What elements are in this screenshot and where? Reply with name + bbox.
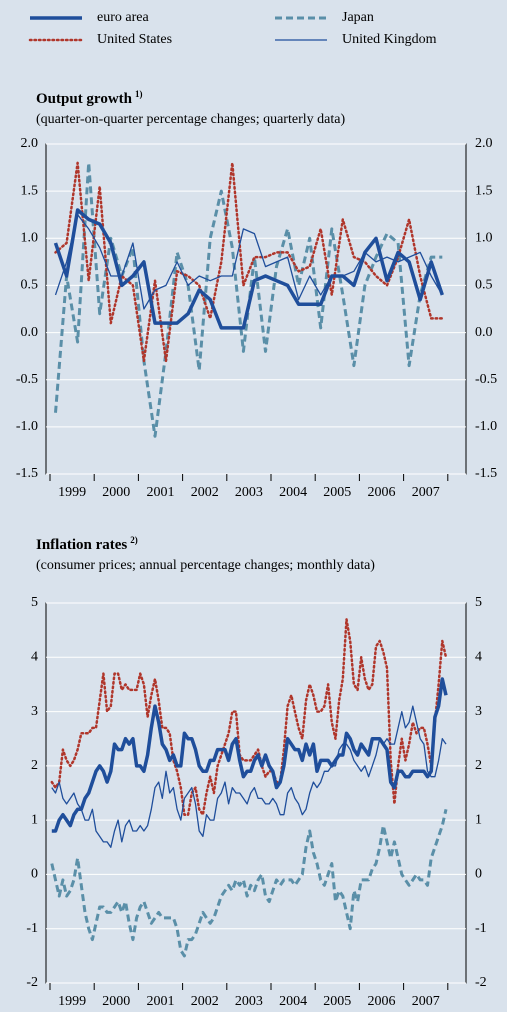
- y-tick-label: 2.0: [21, 136, 39, 151]
- x-tick-label: 2004: [279, 994, 307, 1009]
- x-tick-label: 2003: [235, 485, 263, 500]
- x-tick-label: 2007: [412, 485, 440, 500]
- x-tick-label: 2002: [191, 994, 219, 1009]
- x-tick-label: 2001: [147, 485, 175, 500]
- y2-tick-label: -1: [475, 921, 487, 936]
- y-tick-label: 2: [31, 758, 38, 773]
- legend-label: Japan: [342, 10, 374, 25]
- y2-tick-label: 4: [475, 650, 482, 665]
- x-tick-label: 2004: [279, 485, 307, 500]
- x-tick-label: 2003: [235, 994, 263, 1009]
- y2-tick-label: 2: [475, 758, 482, 773]
- series-line: [54, 161, 444, 363]
- chart-title: Output growth 1): [36, 89, 143, 107]
- series-line: [51, 677, 448, 833]
- y2-tick-label: 3: [475, 704, 482, 719]
- chart-title: Inflation rates 2): [36, 535, 138, 553]
- y-tick-label: 0.5: [21, 278, 39, 293]
- y2-tick-label: -1.5: [475, 466, 497, 481]
- chart-subtitle: (quarter-on-quarter percentage changes; …: [36, 112, 345, 127]
- chart-title-text: Output growth: [36, 91, 133, 107]
- x-tick-label: 2000: [102, 994, 130, 1009]
- y-tick-label: 5: [31, 595, 38, 610]
- x-tick-label: 2005: [323, 994, 351, 1009]
- legend-label: United States: [97, 32, 172, 47]
- title-note: 1): [135, 89, 143, 99]
- y-tick-label: 1: [31, 812, 38, 827]
- x-tick-label: 2006: [368, 485, 396, 500]
- y2-tick-label: 1: [475, 812, 482, 827]
- x-tick-label: 2007: [412, 994, 440, 1009]
- y2-tick-label: 1.0: [475, 231, 493, 246]
- y-tick-label: -2: [26, 975, 38, 990]
- y-tick-label: 3: [31, 704, 38, 719]
- y-tick-label: -1.5: [16, 466, 38, 481]
- y-tick-label: -1.0: [16, 419, 38, 434]
- legend-label: United Kingdom: [342, 32, 437, 47]
- x-tick-label: 1999: [58, 994, 86, 1009]
- y2-tick-label: -0.5: [475, 372, 497, 387]
- chart-subtitle: (consumer prices; annual percentage chan…: [36, 558, 375, 573]
- y2-tick-label: 2.0: [475, 136, 493, 151]
- y-tick-label: 1.0: [21, 231, 39, 246]
- series-line: [51, 705, 447, 848]
- y2-tick-label: 5: [475, 595, 482, 610]
- y-tick-label: 0: [31, 867, 38, 882]
- y2-tick-label: 0.0: [475, 325, 493, 340]
- y2-tick-label: 1.5: [475, 183, 493, 198]
- y2-tick-label: 0: [475, 867, 482, 882]
- title-note: 2): [130, 535, 138, 545]
- series-line: [50, 808, 448, 958]
- x-tick-label: 2001: [147, 994, 175, 1009]
- x-tick-label: 2002: [191, 485, 219, 500]
- x-tick-label: 1999: [58, 485, 86, 500]
- series-line: [53, 208, 444, 330]
- x-tick-label: 2005: [323, 485, 351, 500]
- x-tick-label: 2000: [102, 485, 130, 500]
- legend-label: euro area: [97, 10, 149, 25]
- y2-tick-label: -2: [475, 975, 487, 990]
- y-tick-label: 0.0: [21, 325, 39, 340]
- y2-tick-label: 0.5: [475, 278, 493, 293]
- y-tick-label: -1: [26, 921, 38, 936]
- y2-tick-label: -1.0: [475, 419, 497, 434]
- x-tick-label: 2006: [368, 994, 396, 1009]
- chart-title-text: Inflation rates: [36, 537, 127, 553]
- y-tick-label: 1.5: [21, 183, 39, 198]
- series-line: [50, 618, 448, 816]
- y-tick-label: 4: [31, 650, 38, 665]
- y-tick-label: -0.5: [16, 372, 38, 387]
